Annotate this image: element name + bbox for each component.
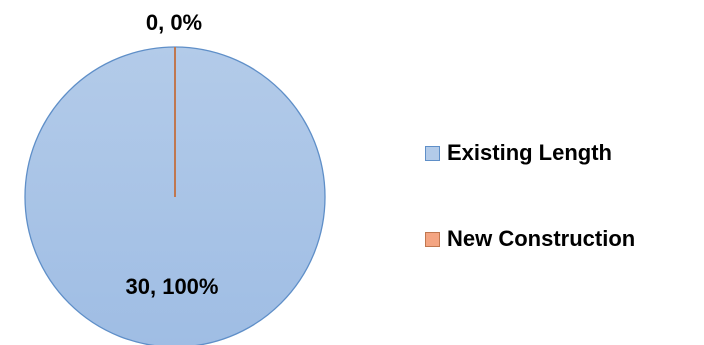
legend-swatch-new-construction bbox=[425, 231, 440, 247]
legend-label-existing-length: Existing Length bbox=[447, 140, 612, 165]
legend-label-new-construction: New Construction bbox=[447, 226, 636, 251]
legend-item-new-construction: New Construction bbox=[425, 224, 700, 254]
data-label-existing-length: 30, 100% bbox=[126, 274, 219, 299]
data-label-new-construction: 0, 0% bbox=[146, 10, 202, 35]
legend-item-existing-length: Existing Length bbox=[425, 138, 700, 168]
pie-slices bbox=[24, 46, 326, 345]
legend: Existing Length New Construction bbox=[425, 138, 700, 310]
legend-swatch-existing-length bbox=[425, 145, 440, 161]
